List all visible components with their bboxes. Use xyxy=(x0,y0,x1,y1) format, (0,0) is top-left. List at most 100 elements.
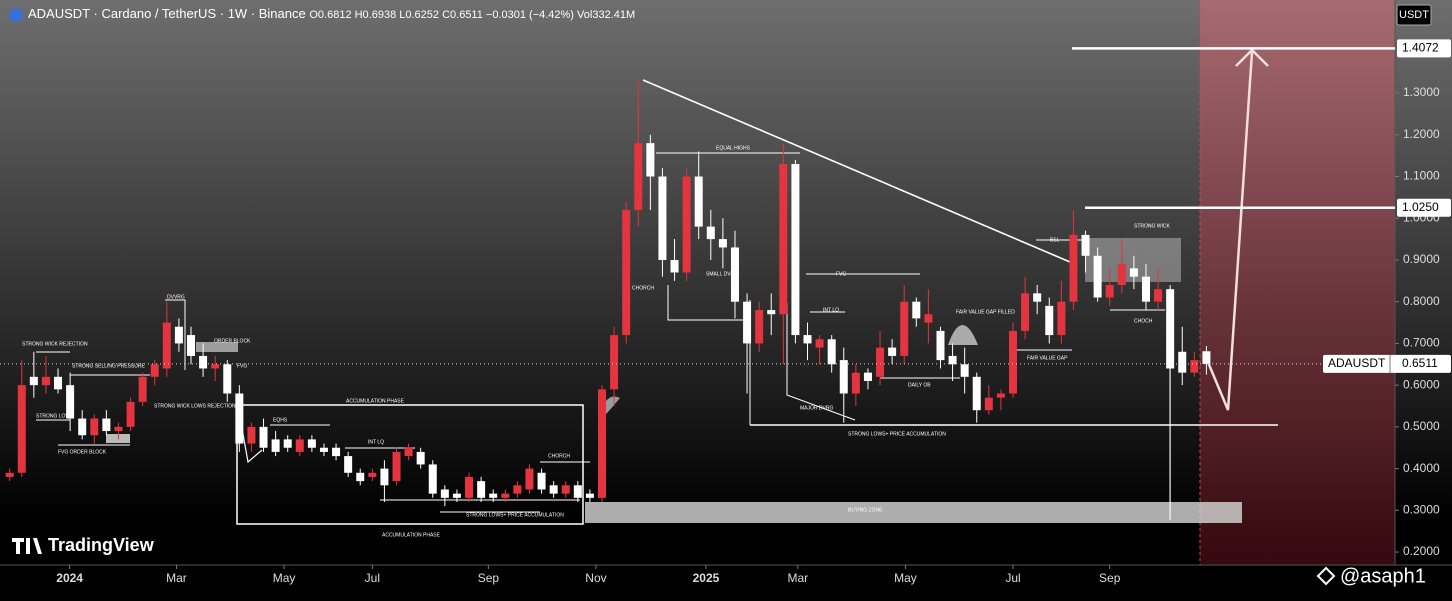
candle-body xyxy=(1045,305,1054,336)
candle-body xyxy=(452,493,461,498)
structure-lines xyxy=(36,152,1165,513)
watermark: @asaph1 xyxy=(1340,565,1426,587)
annotation: CHOCH xyxy=(1134,318,1153,324)
candle-body xyxy=(972,376,981,411)
annotation: DAILY OB xyxy=(908,382,931,388)
y-tick-label: 0.2000 xyxy=(1403,544,1440,558)
candle-body xyxy=(404,447,413,457)
y-tick-label: 0.9000 xyxy=(1403,252,1440,266)
logo: TradingView xyxy=(48,535,155,555)
symbol-name: Cardano / TetherUS xyxy=(101,6,216,21)
candle-body xyxy=(863,372,872,381)
candle-body xyxy=(900,301,909,356)
candle-body xyxy=(767,310,776,315)
candle-body xyxy=(996,393,1005,398)
candle-body xyxy=(1057,301,1066,336)
candle-body xyxy=(670,259,679,273)
x-tick-label: Mar xyxy=(787,571,808,585)
candle-body xyxy=(948,355,957,365)
candle-body xyxy=(803,335,812,344)
price-level-tag xyxy=(1397,198,1451,217)
candle-body xyxy=(984,397,993,411)
candle-body xyxy=(1081,234,1090,256)
candle-body xyxy=(295,439,304,452)
candle-body xyxy=(283,439,292,448)
candle-body xyxy=(646,143,655,177)
currency-box xyxy=(1396,4,1432,26)
candle-body xyxy=(791,163,800,336)
candle-body xyxy=(66,385,75,419)
candle-body xyxy=(114,426,123,432)
annotation: FAIR VALUE GAP FILLED xyxy=(956,309,1015,315)
annotation: MAJOR DVRG xyxy=(800,405,833,411)
projection-arrow xyxy=(1203,51,1254,411)
candle-body xyxy=(138,376,147,402)
candle-body xyxy=(428,464,437,494)
candle-body xyxy=(936,330,945,361)
annotation: ACCUMULATION PHASE xyxy=(382,532,441,538)
candle-body xyxy=(827,339,836,365)
arrow-head xyxy=(1235,48,1269,67)
price-tag xyxy=(1323,354,1451,373)
y-tick-label: 0.8000 xyxy=(1403,294,1440,308)
annotation: EQHS xyxy=(273,417,288,423)
candle-body xyxy=(440,489,449,498)
candle-body xyxy=(1154,289,1163,302)
annotation: STRONG LOWS+ PRICE ACCUMULATION xyxy=(466,512,564,518)
y-tick-label: 0.7000 xyxy=(1403,336,1440,350)
candle-body xyxy=(706,226,715,240)
annotation: STRONG LOWS xyxy=(36,413,74,419)
candle-body xyxy=(29,376,38,386)
x-tick-label: Sep xyxy=(1099,571,1121,585)
symbol: ADAUSDT xyxy=(28,6,90,21)
candle-body xyxy=(537,472,546,490)
candle-body xyxy=(876,347,885,377)
candle-body xyxy=(960,364,969,377)
candle-body xyxy=(54,376,63,390)
annotation: DVVRG xyxy=(167,294,185,300)
y-tick-label: 1.1000 xyxy=(1403,169,1440,183)
symbol-icon xyxy=(9,8,23,22)
candle-body xyxy=(501,493,510,498)
price-level-tag xyxy=(1397,39,1451,58)
x-tick-label: 2024 xyxy=(56,571,83,585)
y-tick-label: 1.3000 xyxy=(1403,85,1440,99)
series-name: ADAUSDT xyxy=(1328,356,1386,370)
candle-body xyxy=(1178,351,1187,373)
candle-body xyxy=(682,176,691,273)
candle-body xyxy=(199,355,208,369)
candle-body xyxy=(126,401,135,427)
candle-body xyxy=(1105,285,1114,298)
logo-icon xyxy=(12,538,42,554)
annotation: FAIR VALUE GAP xyxy=(1027,355,1068,361)
candle-body xyxy=(78,418,87,436)
candle-body xyxy=(1009,330,1018,394)
annotation: ACCUMULATION PHASE xyxy=(346,398,405,404)
candle-body xyxy=(465,476,474,498)
candle-body xyxy=(561,485,570,494)
candle-body xyxy=(332,447,341,457)
candle-body xyxy=(1141,276,1150,302)
candle-body xyxy=(924,314,933,323)
candle-body xyxy=(658,176,667,260)
annotation: FVG xyxy=(237,363,247,369)
annotation: STRONG WICK xyxy=(1134,223,1170,229)
annotation: BUYING ZONE xyxy=(848,507,883,513)
candle-body xyxy=(755,310,764,344)
candle-body xyxy=(392,451,401,482)
annotation: CHORCH xyxy=(548,453,570,459)
annotation: CHORCH xyxy=(632,285,654,291)
candle-body xyxy=(610,335,619,390)
candle-body xyxy=(477,481,486,498)
x-tick-label: Jul xyxy=(365,571,380,585)
candle-body xyxy=(585,493,594,498)
watermark-icon xyxy=(1316,566,1336,586)
candle-body xyxy=(150,364,159,377)
candle-body xyxy=(718,239,727,248)
y-tick-label: 0.4000 xyxy=(1403,461,1440,475)
x-tick-label: Mar xyxy=(166,571,187,585)
order-block xyxy=(196,342,238,352)
candle-body xyxy=(743,301,752,344)
